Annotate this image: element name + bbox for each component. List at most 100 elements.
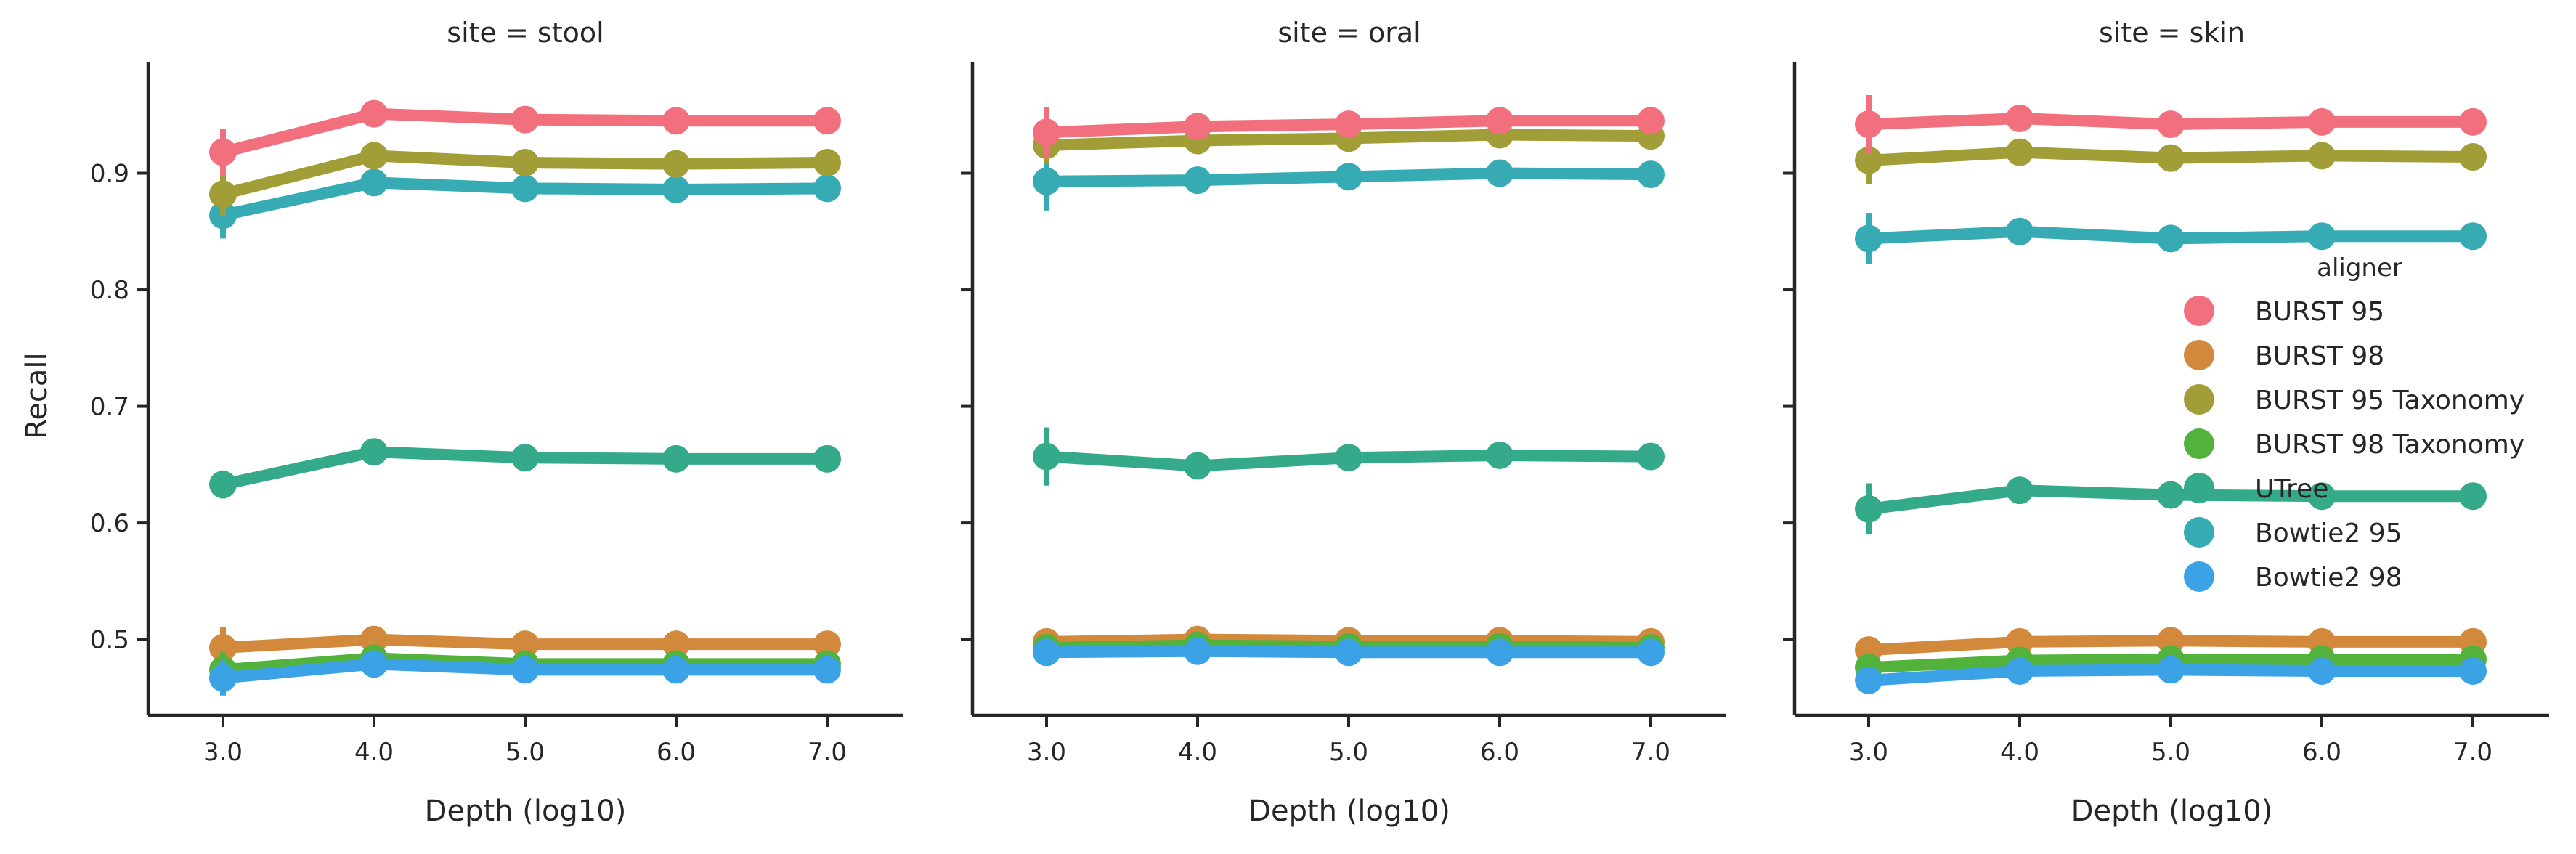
data-point <box>2308 222 2336 251</box>
x-tick-label: 3.0 <box>1849 738 1888 767</box>
y-tick-label: 0.5 <box>90 626 129 655</box>
series-burst-95-taxonomy <box>209 142 841 216</box>
data-point <box>1335 444 1362 472</box>
data-point <box>2459 222 2487 251</box>
series-bowtie2-95 <box>1033 152 1665 211</box>
legend-marker <box>2184 384 2214 415</box>
series-burst-95-taxonomy <box>1855 137 2487 184</box>
data-point <box>662 107 690 135</box>
x-axis-label: Depth (log10) <box>1248 794 1450 828</box>
data-point <box>1486 638 1513 667</box>
panel-title: site = stool <box>447 17 604 49</box>
data-point <box>360 99 388 128</box>
panel-title: site = skin <box>2099 17 2245 49</box>
data-point <box>209 664 237 692</box>
data-point <box>1855 146 1882 174</box>
x-axis-label: Depth (log10) <box>425 794 627 828</box>
data-point <box>813 149 841 177</box>
y-tick-label: 0.6 <box>90 509 129 538</box>
data-point <box>511 630 539 659</box>
data-point <box>1637 442 1665 471</box>
series-utree <box>1855 476 2487 535</box>
data-point <box>1335 638 1362 667</box>
data-point <box>2308 142 2336 170</box>
data-point <box>813 656 841 684</box>
legend-item-bowtie2-98: Bowtie2 98 <box>2184 561 2402 593</box>
series-bowtie2-98 <box>209 650 841 696</box>
data-point <box>2157 481 2185 509</box>
data-point <box>2459 656 2487 685</box>
x-tick-label: 7.0 <box>1631 738 1670 767</box>
y-axis-label: Recall <box>20 352 54 439</box>
legend-item-utree: UTree <box>2184 473 2328 504</box>
data-point <box>209 633 237 662</box>
y-tick-label: 0.7 <box>90 393 129 422</box>
data-point <box>2308 656 2336 685</box>
data-point <box>1033 638 1060 667</box>
legend-item-burst-95: BURST 95 <box>2184 296 2384 327</box>
series-burst-98 <box>209 625 841 669</box>
x-tick-label: 4.0 <box>354 738 394 767</box>
data-point <box>1033 167 1060 195</box>
x-tick-label: 6.0 <box>657 738 696 767</box>
data-point <box>2006 138 2033 166</box>
legend-marker <box>2184 473 2214 503</box>
data-point <box>2006 105 2033 133</box>
data-point <box>2308 107 2336 136</box>
legend-marker <box>2184 428 2214 459</box>
data-point <box>1486 442 1513 470</box>
data-point <box>1335 110 1362 139</box>
data-point <box>1184 113 1211 141</box>
panel-title: site = oral <box>1277 17 1421 49</box>
data-point <box>1033 118 1060 147</box>
legend-marker <box>2184 517 2214 548</box>
data-point <box>813 444 841 473</box>
data-point <box>1855 495 1882 523</box>
series-burst-95 <box>209 99 841 176</box>
data-point <box>1184 452 1211 480</box>
y-tick-label: 0.8 <box>90 276 129 305</box>
series-burst-95 <box>1855 94 2487 154</box>
legend-label: Bowtie2 95 <box>2255 518 2402 548</box>
data-point <box>1335 163 1362 191</box>
data-point <box>2006 217 2033 245</box>
data-point <box>2006 476 2033 505</box>
data-point <box>1486 159 1513 187</box>
data-point <box>1855 110 1882 139</box>
data-point <box>1486 107 1513 135</box>
data-point <box>511 656 539 684</box>
x-axis-label: Depth (log10) <box>2071 794 2273 828</box>
x-tick-label: 7.0 <box>808 738 847 767</box>
x-tick-label: 4.0 <box>1178 738 1217 767</box>
y-tick-label: 0.9 <box>90 160 129 189</box>
data-point <box>662 150 690 178</box>
data-point <box>2157 110 2185 139</box>
x-tick-label: 3.0 <box>203 738 243 767</box>
series-bowtie2-95 <box>1855 213 2487 264</box>
data-point <box>511 149 539 177</box>
data-point <box>2308 482 2336 511</box>
data-point <box>1184 637 1211 665</box>
panel-site-stool: site = stool 0.5 0.6 0.7 0.8 0.9 3.0 4.0 5.0 6.0 7… <box>90 17 903 828</box>
data-point <box>2459 143 2487 171</box>
data-point <box>209 471 237 499</box>
legend-label: Bowtie2 98 <box>2255 563 2402 593</box>
data-point <box>662 656 690 684</box>
x-tick-label: 4.0 <box>2000 738 2039 767</box>
data-point <box>662 444 690 473</box>
series-utree <box>1033 427 1665 486</box>
series-utree <box>209 438 841 499</box>
data-point <box>813 174 841 203</box>
data-point <box>2157 224 2185 253</box>
data-point <box>360 142 388 170</box>
data-point <box>209 180 237 208</box>
x-tick-label: 5.0 <box>1329 738 1368 767</box>
data-point <box>2157 656 2185 684</box>
data-point <box>209 138 237 166</box>
series-burst-95 <box>1033 107 1665 158</box>
data-point <box>813 107 841 135</box>
x-tick-label: 7.0 <box>2453 738 2492 767</box>
data-point <box>662 630 690 659</box>
